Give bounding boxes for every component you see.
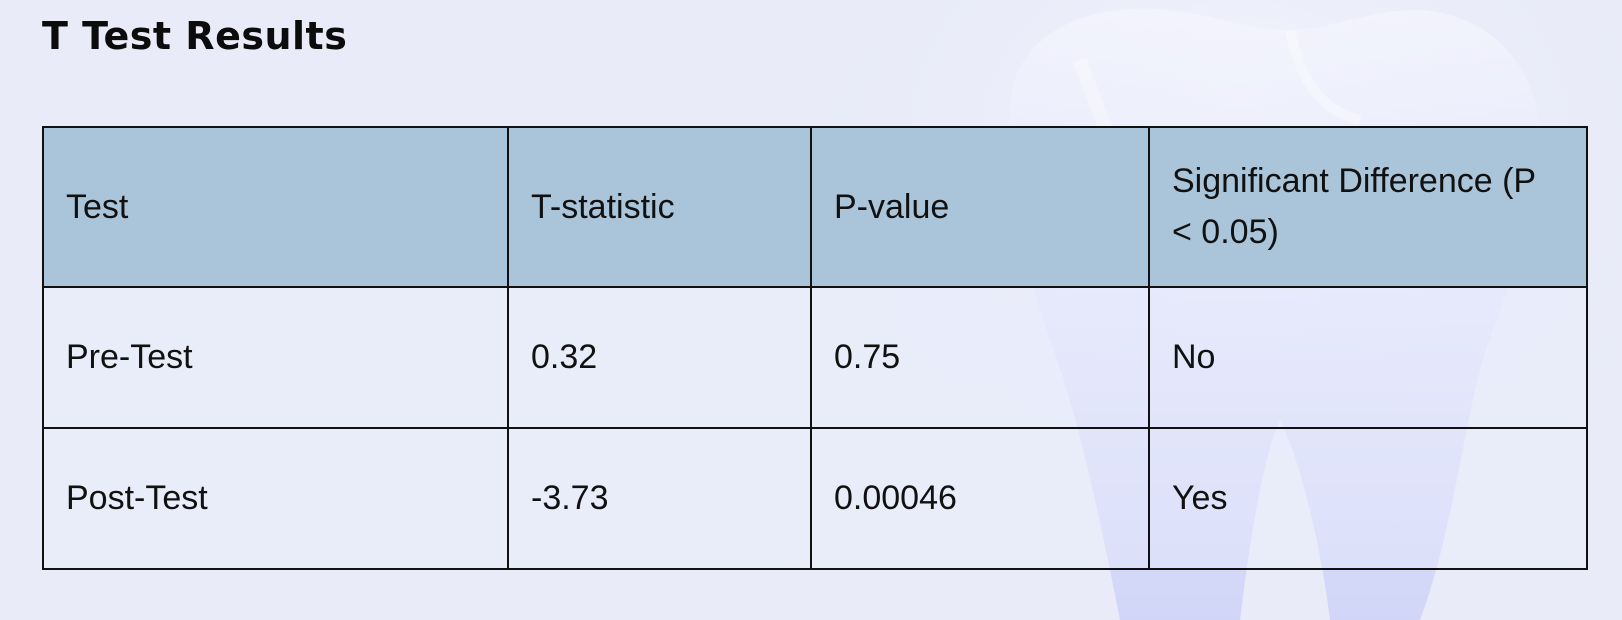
cell-p-value: 0.75 bbox=[810, 286, 1150, 429]
cell-test: Pre-Test bbox=[42, 286, 509, 429]
page-title: T Test Results bbox=[42, 14, 348, 58]
table-header-row: Test T-statistic P-value Significant Dif… bbox=[42, 126, 1588, 288]
cell-test: Post-Test bbox=[42, 427, 509, 570]
t-test-results-table: Test T-statistic P-value Significant Dif… bbox=[42, 126, 1588, 570]
column-header-significant-difference: Significant Difference (P < 0.05) bbox=[1148, 126, 1588, 288]
table-row: Post-Test -3.73 0.00046 Yes bbox=[42, 427, 1588, 570]
column-header-t-statistic: T-statistic bbox=[507, 126, 812, 288]
cell-p-value: 0.00046 bbox=[810, 427, 1150, 570]
column-header-p-value: P-value bbox=[810, 126, 1150, 288]
cell-t-statistic: -3.73 bbox=[507, 427, 812, 570]
cell-significant-difference: No bbox=[1148, 286, 1588, 429]
cell-t-statistic: 0.32 bbox=[507, 286, 812, 429]
column-header-test: Test bbox=[42, 126, 509, 288]
cell-significant-difference: Yes bbox=[1148, 427, 1588, 570]
table-row: Pre-Test 0.32 0.75 No bbox=[42, 286, 1588, 429]
